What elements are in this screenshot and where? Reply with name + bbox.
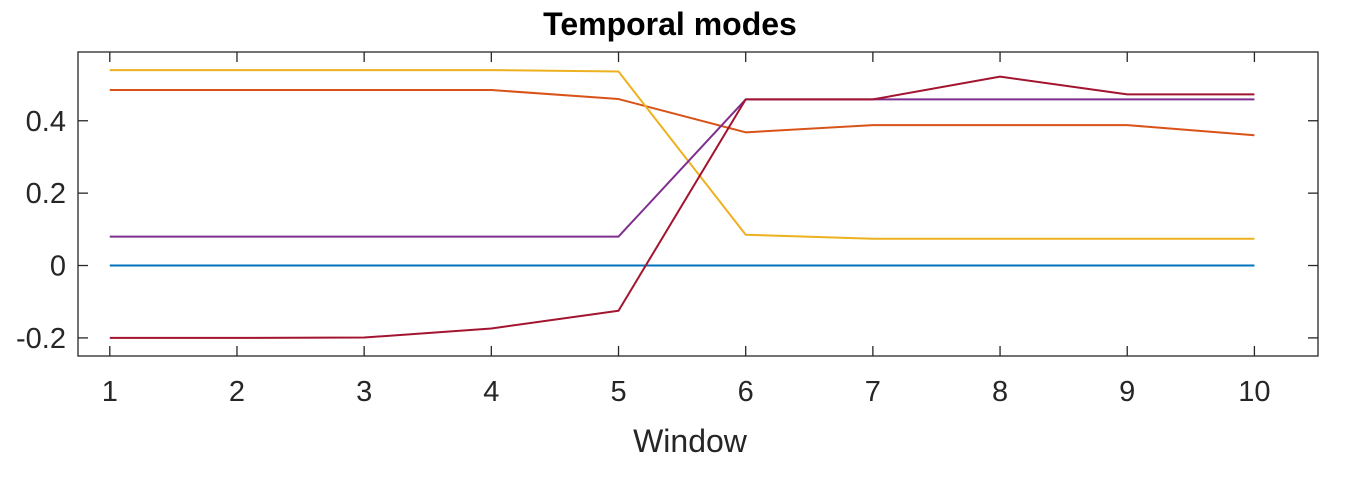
x-tick-label: 10 <box>1238 376 1270 408</box>
x-tick-label: 4 <box>483 376 499 408</box>
x-tick-label: 7 <box>865 376 881 408</box>
chart-title: Temporal modes <box>543 6 797 42</box>
series-line-3 <box>109 69 1255 240</box>
series-line-5 <box>109 75 1255 339</box>
series-line-2 <box>109 89 1255 137</box>
ticks-layer: 1 2 3 4 5 6 7 8 9 10 -0.2 0 0.2 0.4 <box>16 52 1318 408</box>
x-tick-label: 9 <box>1119 376 1135 408</box>
axes-layer <box>77 51 1319 357</box>
y-tick-label: 0.2 <box>26 178 66 210</box>
x-tick-label: 6 <box>738 376 754 408</box>
x-tick-label: 1 <box>102 376 118 408</box>
x-tick-label: 2 <box>229 376 245 408</box>
series-layer <box>109 69 1255 339</box>
series-line-4 <box>109 98 1255 238</box>
x-axis-label: Window <box>633 423 748 459</box>
y-tick-label: 0 <box>50 251 66 283</box>
y-tick-label: 0.4 <box>26 106 66 138</box>
plot-frame <box>77 51 1319 357</box>
y-tick-label: -0.2 <box>16 323 66 355</box>
x-tick-label: 8 <box>992 376 1008 408</box>
x-tick-label: 3 <box>356 376 372 408</box>
x-tick-label: 5 <box>610 376 626 408</box>
